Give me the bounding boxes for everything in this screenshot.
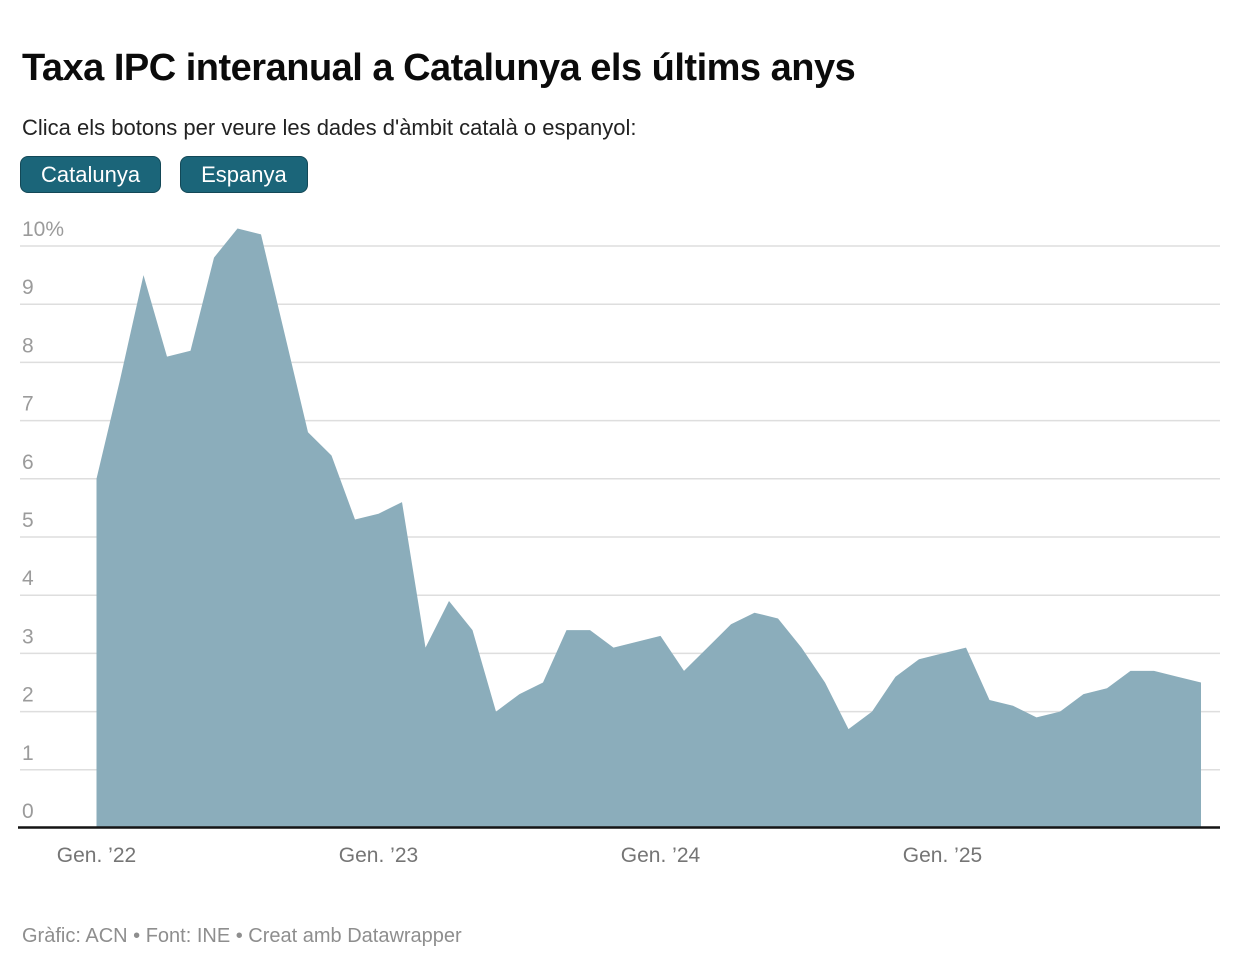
y-tick-label: 0: [22, 800, 34, 823]
x-tick-label: Gen. ’25: [903, 844, 982, 867]
series-switcher: Catalunya Espanya: [20, 156, 308, 193]
y-tick-label: 7: [22, 393, 34, 416]
x-tick-label: Gen. ’22: [57, 844, 136, 867]
y-tick-label: 3: [22, 625, 34, 648]
y-tick-label: 5: [22, 509, 34, 532]
catalunya-button[interactable]: Catalunya: [20, 156, 162, 193]
x-tick-label: Gen. ’24: [621, 844, 701, 867]
page-title: Taxa IPC interanual a Catalunya els últi…: [22, 47, 856, 90]
y-tick-label: 2: [22, 684, 34, 707]
y-tick-label: 6: [22, 451, 34, 474]
espanya-button[interactable]: Espanya: [180, 156, 308, 193]
area-series-catalunya: [96, 228, 1201, 828]
y-tick-label: 1: [22, 742, 34, 765]
y-tick-label: 8: [22, 334, 34, 357]
y-tick-label: 4: [22, 567, 34, 590]
y-tick-label: 10%: [22, 218, 64, 241]
page-subtitle: Clica els botons per veure les dades d'à…: [22, 115, 637, 140]
y-tick-label: 9: [22, 276, 34, 299]
chart-footer-credits: Gràfic: ACN • Font: INE • Creat amb Data…: [22, 925, 462, 947]
x-tick-label: Gen. ’23: [339, 844, 418, 867]
